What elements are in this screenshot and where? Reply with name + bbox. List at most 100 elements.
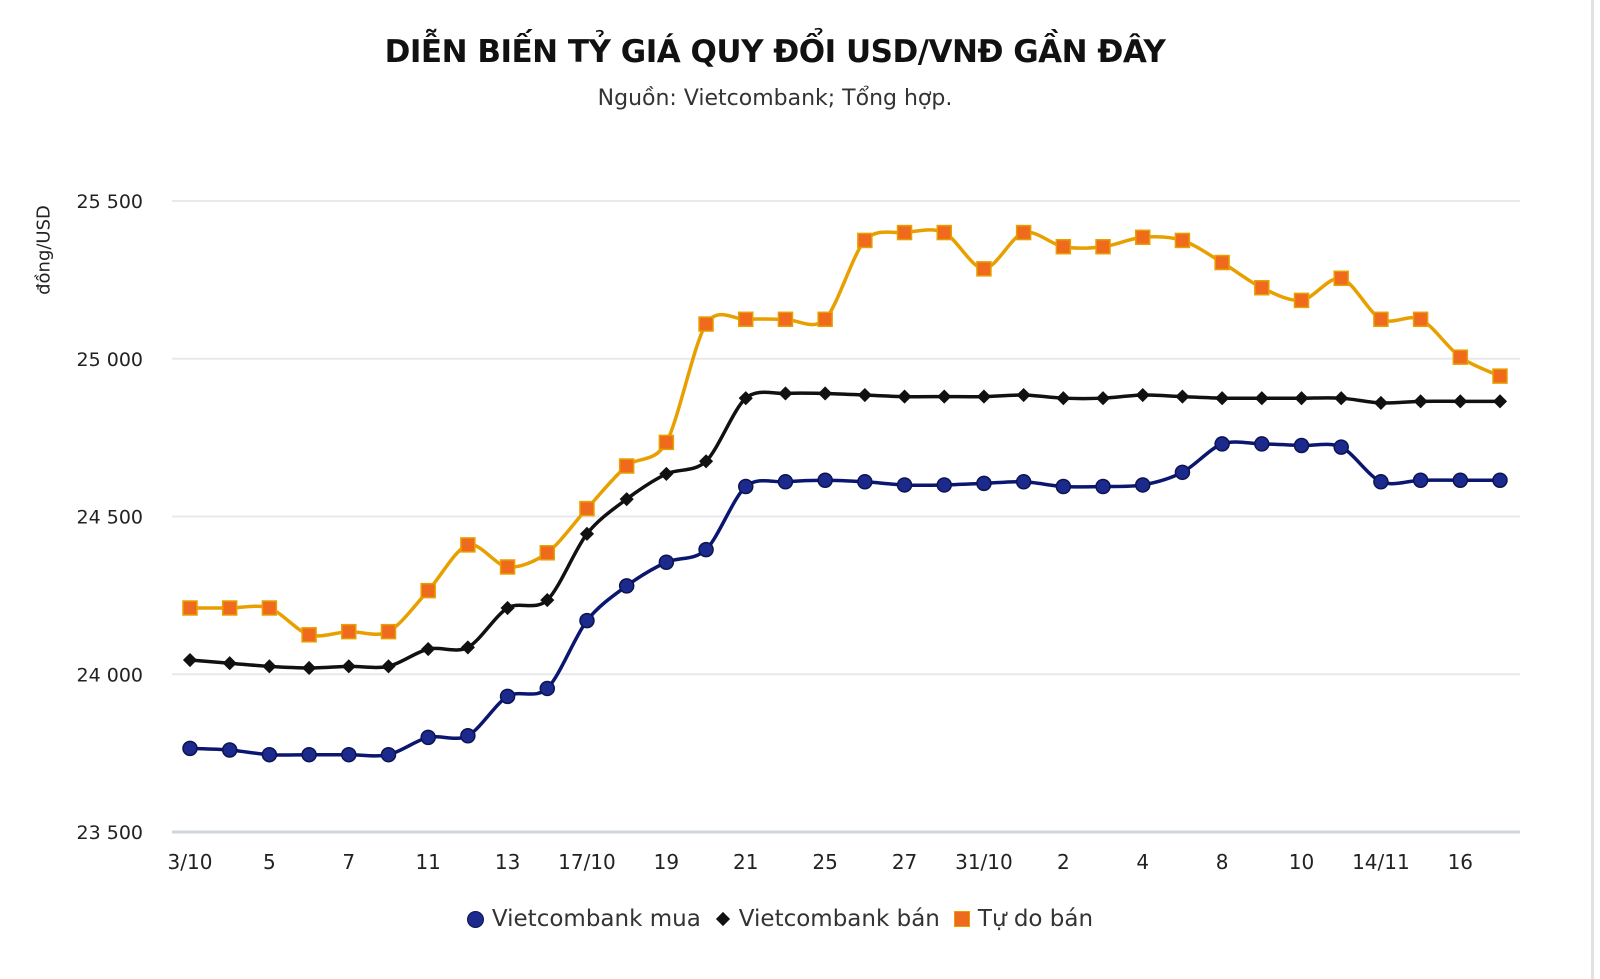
data-point-diamond <box>698 454 714 469</box>
y-axis-ticks: 23 500 24 000 24 500 25 000 25 500 <box>77 191 143 844</box>
data-point-square <box>738 311 754 328</box>
data-point-square <box>1095 238 1111 255</box>
series-diamond <box>182 386 1508 676</box>
y-tick-label: 23 500 <box>77 822 143 844</box>
data-point-diamond <box>579 526 595 541</box>
data-point-square <box>1174 232 1191 249</box>
series-square <box>182 224 1508 643</box>
data-point-circle <box>579 612 595 629</box>
x-tick-label: 7 <box>342 850 355 874</box>
data-point-square <box>1055 238 1072 255</box>
data-point-circle <box>698 541 714 558</box>
data-point-diamond <box>500 600 515 616</box>
data-point-square <box>380 623 397 640</box>
data-point-circle <box>1293 437 1310 454</box>
data-point-diamond <box>1056 391 1071 406</box>
x-tick-label: 27 <box>892 850 917 874</box>
legend-label: Tự do bán <box>977 906 1094 932</box>
data-point-circle <box>936 477 952 493</box>
data-point-circle <box>1214 436 1230 452</box>
data-point-square <box>777 311 794 328</box>
data-point-square <box>182 600 198 616</box>
data-point-diamond <box>381 659 396 674</box>
data-point-circle <box>857 474 873 490</box>
data-point-diamond <box>1492 394 1508 409</box>
data-point-square <box>1134 229 1151 246</box>
data-point-circle <box>1373 474 1389 490</box>
data-point-circle <box>460 728 476 744</box>
legend-item-vietcombank-ban: Vietcombank bán <box>715 906 940 932</box>
data-point-diamond <box>778 386 793 401</box>
data-point-square <box>936 224 952 241</box>
data-point-circle <box>1452 472 1469 488</box>
data-point-diamond <box>818 386 833 401</box>
x-tick-label: 25 <box>812 850 837 874</box>
x-tick-label: 17/10 <box>558 850 616 874</box>
data-point-square <box>1333 270 1349 287</box>
data-point-square <box>658 434 675 451</box>
x-tick-label: 3/10 <box>168 850 213 874</box>
series-line <box>189 440 1500 758</box>
data-point-circle <box>1333 439 1349 455</box>
data-point-square <box>857 232 873 249</box>
data-point-circle <box>896 477 913 493</box>
x-tick-label: 11 <box>415 850 440 874</box>
data-point-circle <box>420 729 436 746</box>
data-point-circle <box>1492 472 1508 488</box>
data-point-circle <box>182 740 198 757</box>
diamond-marker-icon <box>715 911 730 927</box>
data-point-diamond <box>659 466 674 481</box>
data-point-square <box>301 627 317 643</box>
x-tick-label: 16 <box>1448 850 1473 874</box>
data-point-square <box>1214 254 1230 271</box>
data-point-square <box>1412 311 1429 328</box>
chart-title: DIỄN BIẾN TỶ GIÁ QUY ĐỔI USD/VNĐ GẦN ĐÂY <box>384 34 1166 70</box>
data-point-square <box>221 600 238 616</box>
data-point-diamond <box>857 387 872 403</box>
data-point-square <box>341 623 357 640</box>
data-point-diamond <box>937 389 952 404</box>
x-tick-label: 13 <box>495 850 520 874</box>
square-marker-icon <box>953 911 970 927</box>
data-point-circle <box>777 474 794 490</box>
x-axis-ticks: 3/10 5 7 11 13 17/10 19 21 25 27 31/10 2 4 8 10 14/11 16 <box>168 850 1473 874</box>
data-point-diamond <box>222 656 237 671</box>
data-point-circle <box>341 746 357 763</box>
data-point-square <box>1015 224 1032 241</box>
legend-label: Vietcombank bán <box>738 906 940 932</box>
x-tick-label: 2 <box>1057 850 1070 874</box>
data-point-square <box>817 311 833 328</box>
x-tick-label: 10 <box>1289 850 1314 874</box>
x-tick-label: 31/10 <box>955 850 1013 874</box>
data-point-square <box>618 458 635 474</box>
data-point-square <box>976 261 992 277</box>
data-point-diamond <box>460 640 475 655</box>
data-point-diamond <box>738 391 753 406</box>
data-point-circle <box>539 680 556 697</box>
data-point-square <box>1293 292 1310 309</box>
data-point-square <box>499 559 516 575</box>
data-point-diamond <box>1135 387 1150 403</box>
series-line <box>189 390 1500 670</box>
data-point-square <box>1373 311 1389 328</box>
data-point-circle <box>499 688 516 705</box>
data-point-diamond <box>262 659 277 674</box>
data-point-square <box>698 316 714 332</box>
data-point-circle <box>301 746 317 763</box>
data-point-square <box>420 582 436 599</box>
data-point-circle <box>738 478 754 495</box>
y-tick-label: 24 500 <box>77 507 143 529</box>
data-point-diamond <box>1215 391 1230 406</box>
x-tick-label: 21 <box>733 850 758 874</box>
data-point-square <box>896 224 913 241</box>
data-point-diamond <box>1175 389 1190 404</box>
circle-marker-icon <box>466 910 484 928</box>
data-point-circle <box>1254 436 1270 452</box>
data-point-diamond <box>1373 395 1388 410</box>
series-line <box>190 228 1501 638</box>
data-point-diamond <box>540 593 555 608</box>
data-point-circle <box>1412 472 1429 488</box>
data-point-circle <box>976 475 992 492</box>
data-point-circle <box>1174 464 1191 481</box>
